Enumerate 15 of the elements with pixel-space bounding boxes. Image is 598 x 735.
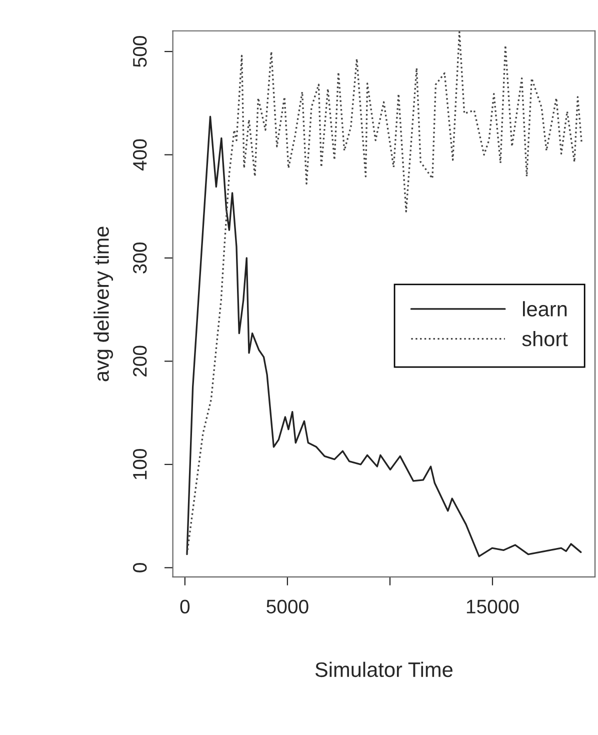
x-tick-label: 15000 — [466, 600, 519, 614]
x-tick-label: 0 — [180, 600, 190, 614]
line-series — [186, 116, 582, 558]
y-tick-label: 0 — [132, 563, 147, 572]
y-tick-label: 100 — [132, 448, 147, 480]
legend-label: learn — [523, 301, 567, 316]
y-tick-label: 300 — [132, 242, 147, 274]
y-tick-label: 200 — [132, 346, 147, 376]
y-axis-title: avg delivery time — [94, 226, 114, 382]
y-tick-label: 400 — [132, 139, 147, 171]
legend-label: short — [522, 330, 568, 346]
y-tick-label: 500 — [132, 36, 147, 67]
x-axis-title: Simulator Time — [315, 662, 452, 678]
x-tick-label: 5000 — [266, 600, 308, 614]
line-series — [186, 31, 582, 556]
